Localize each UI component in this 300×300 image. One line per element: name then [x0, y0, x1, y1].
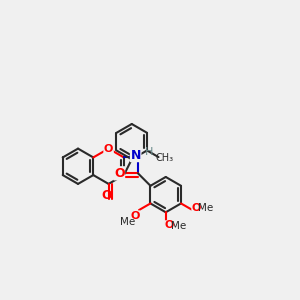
Text: N: N: [130, 148, 141, 162]
Text: Me: Me: [171, 221, 186, 231]
Text: Me: Me: [120, 217, 135, 227]
Text: Me: Me: [198, 203, 213, 213]
Text: H: H: [145, 147, 153, 157]
Text: O: O: [191, 203, 201, 213]
Text: O: O: [101, 189, 112, 202]
Text: O: O: [104, 144, 113, 154]
Text: O: O: [165, 220, 174, 230]
Text: O: O: [130, 211, 140, 220]
Text: CH₃: CH₃: [155, 154, 173, 164]
Text: O: O: [114, 167, 124, 180]
